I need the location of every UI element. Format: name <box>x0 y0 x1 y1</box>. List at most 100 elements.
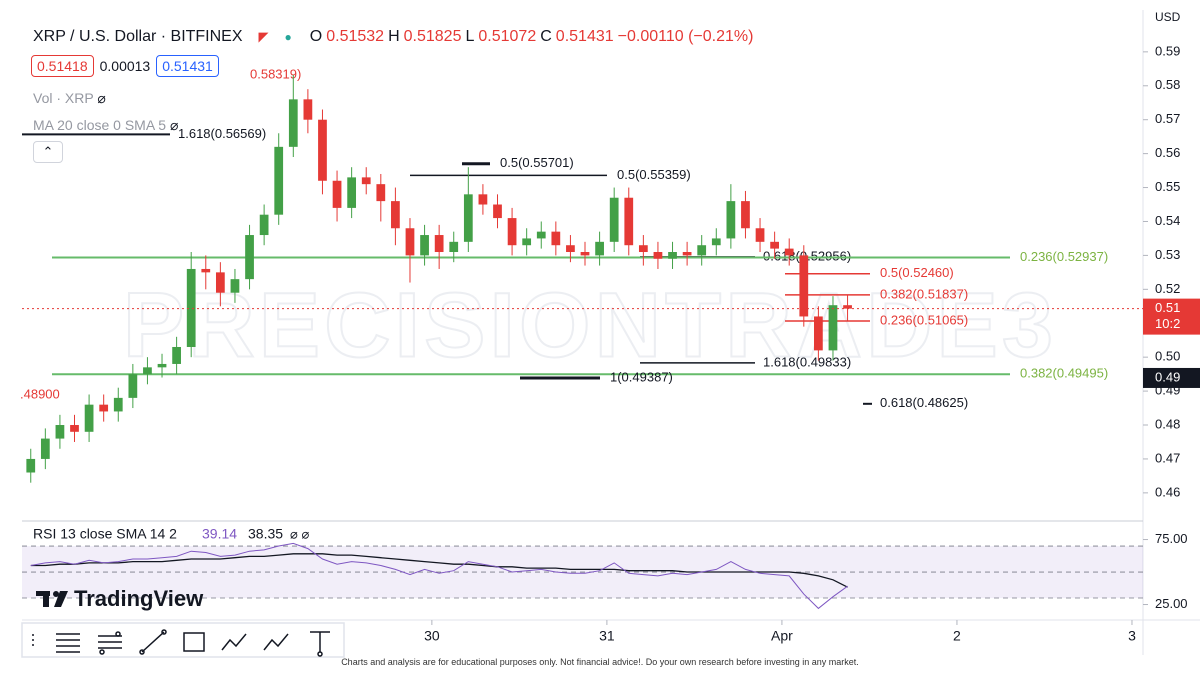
candle-body <box>449 241 459 253</box>
x-tick-label: 30 <box>424 628 440 644</box>
candle-body <box>186 268 196 347</box>
fib-label: .48900 <box>20 386 60 401</box>
x-tick-label: 31 <box>599 628 615 644</box>
y-tick-label: 0.46 <box>1155 484 1180 499</box>
candle-body <box>755 228 765 242</box>
candle-body <box>580 252 590 256</box>
indicator-volume[interactable]: Vol · XRP ⌀ <box>33 90 106 107</box>
fib-label: 0.58319) <box>250 66 301 81</box>
tool-rect[interactable] <box>183 632 205 652</box>
ohlc-key: O <box>309 28 323 45</box>
y-tick-label: 0.50 <box>1155 349 1180 364</box>
bid[interactable]: 0.51418 <box>31 55 94 77</box>
ask[interactable]: 0.51431 <box>156 55 219 77</box>
logo-part <box>43 591 49 607</box>
candle-body <box>157 363 167 368</box>
icon-hidden[interactable]: ⌀ ⌀ <box>290 526 309 541</box>
candle-body <box>40 438 50 459</box>
candle-body <box>609 197 619 242</box>
rsi-sma-line <box>30 553 848 588</box>
indicator-label: Vol · XRP <box>33 90 94 106</box>
candle-body <box>405 228 415 256</box>
tool-fib[interactable] <box>98 631 122 655</box>
candle-body <box>770 241 780 249</box>
candle-body <box>172 346 181 364</box>
candle-body <box>303 99 313 120</box>
candle-body <box>741 201 750 229</box>
disclaimer: Charts and analysis are for educational … <box>341 657 859 667</box>
y-tick-label: 0.47 <box>1155 450 1180 465</box>
eye-icon[interactable]: ⌀ <box>97 90 106 106</box>
candle-body <box>376 184 386 202</box>
logo-part <box>53 591 59 597</box>
rsi-line <box>30 542 848 610</box>
candle-body <box>215 272 225 293</box>
y-axis-unit: USD <box>1155 10 1181 24</box>
candle-body <box>478 194 488 205</box>
tool-trendline[interactable] <box>139 629 167 655</box>
fib-label: 0.5(0.55359) <box>617 167 691 182</box>
fib-label: 0.382(0.49495) <box>1020 366 1108 381</box>
candle-body <box>463 194 473 242</box>
candle-body <box>26 458 36 473</box>
candle-body <box>420 235 429 256</box>
candle-body <box>332 180 342 208</box>
eye-icon[interactable]: ⌀ <box>169 117 179 133</box>
candle-body <box>828 305 838 351</box>
symbol-title[interactable]: XRP / U.S. Dollar · BITFINEX <box>33 28 243 45</box>
candle-body <box>288 99 298 147</box>
candle-body <box>595 241 604 256</box>
y-tick-label: 0.55 <box>1155 179 1180 194</box>
y-tick-label: 0.58 <box>1155 77 1180 92</box>
price-tag <box>1143 367 1200 388</box>
indicator-ma[interactable]: MA 20 close 0 SMA 5 ⌀ <box>33 117 178 134</box>
candle-body <box>653 252 663 259</box>
candle-body <box>391 201 400 229</box>
candle-body <box>143 367 152 375</box>
tool-pattern[interactable] <box>221 633 247 651</box>
tool-measure[interactable] <box>310 631 330 657</box>
price-tag <box>1143 298 1200 335</box>
price-tag-label: 10:2 <box>1155 316 1180 331</box>
candle-body <box>536 231 546 239</box>
y-tick-label: 0.52 <box>1155 281 1180 296</box>
quote-row: 0.51418 0.00013 0.51431 <box>31 55 219 77</box>
watermark: PRECISIONTRADE3 <box>123 274 1057 376</box>
tool-lines[interactable] <box>56 633 80 653</box>
tool-abcd[interactable] <box>263 633 289 651</box>
spread: 0.00013 <box>99 58 151 74</box>
fib-label: 1.618(0.49833) <box>763 354 851 369</box>
y-tick-label: 0.56 <box>1155 145 1180 160</box>
candle-body <box>493 204 502 219</box>
candle-body <box>347 177 357 208</box>
candle-body <box>318 119 327 181</box>
fib-label: 0.382(0.51837) <box>880 286 968 301</box>
rsi-tick-label: 25.00 <box>1155 596 1188 611</box>
y-tick-label: 0.57 <box>1155 111 1180 126</box>
change: −0.00110 (−0.21%) <box>617 28 754 45</box>
candle-body <box>522 238 532 246</box>
y-tick-label: 0.59 <box>1155 43 1180 58</box>
ohlc-value: 0.51072 <box>478 28 537 45</box>
rsi-sma-value: 38.35 <box>248 526 283 542</box>
candle-body <box>843 305 852 309</box>
ohlc-value: 0.51431 <box>555 28 614 45</box>
collapse-button[interactable]: ⌃ <box>33 141 63 163</box>
candle-body <box>551 231 561 246</box>
candle-body <box>566 245 575 253</box>
rsi-title: RSI 13 close SMA 14 2 <box>33 526 177 542</box>
flag-icon[interactable]: ◤ <box>258 29 269 44</box>
status-dot: ● <box>284 30 292 44</box>
candle-body <box>361 177 371 185</box>
candle-body <box>274 146 284 215</box>
candle-body <box>697 245 707 256</box>
ohlc-key: C <box>540 28 552 45</box>
candle-body <box>113 397 123 412</box>
fib-label: 0.236(0.51065) <box>880 312 968 327</box>
rsi-tick-label: 75.00 <box>1155 531 1188 546</box>
fib-label: 0.236(0.52937) <box>1020 249 1108 264</box>
fib-label: 0.5(0.52460) <box>880 265 954 280</box>
rsi-value: 39.14 <box>202 526 237 542</box>
